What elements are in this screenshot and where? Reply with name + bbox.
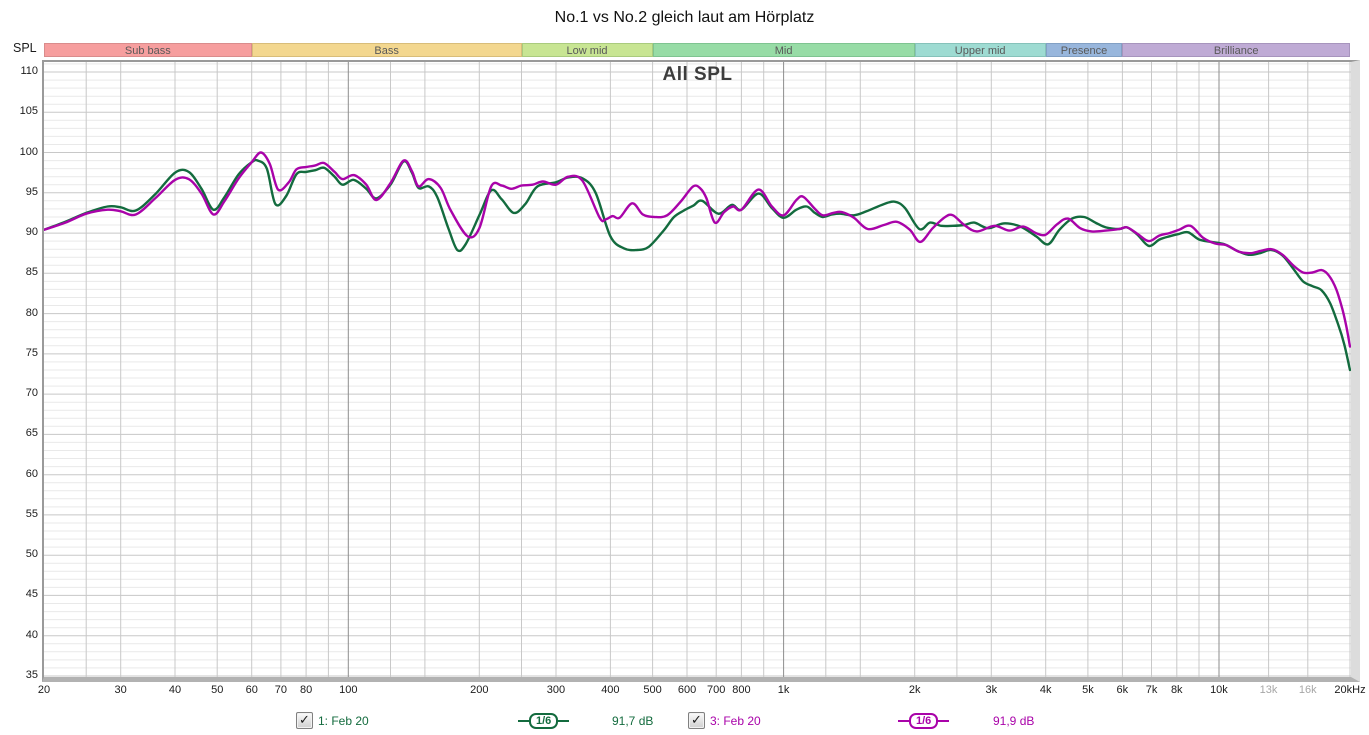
plot-area[interactable] xyxy=(42,62,1352,677)
legend-checkbox-2[interactable]: ✓ xyxy=(688,712,705,729)
x-axis-tick-label: 600 xyxy=(677,684,697,696)
legend-value-1: 91,7 dB xyxy=(612,714,654,728)
grid-major-horizontal xyxy=(44,71,1351,677)
y-axis-tick-label: 65 xyxy=(25,427,38,440)
band-segment-presence: Presence xyxy=(1045,43,1123,57)
x-axis-tick-label: 60 xyxy=(245,684,258,696)
x-axis-tick-label: 500 xyxy=(643,684,662,696)
y-axis-tick-label: 90 xyxy=(25,226,38,239)
x-axis-tick-label: 16k xyxy=(1298,684,1317,696)
x-axis-tick-label: 30 xyxy=(114,684,127,696)
x-axis-tick-label: 400 xyxy=(601,684,620,696)
x-axis-tick-label: 20 xyxy=(37,684,51,696)
x-axis-tick-label: 80 xyxy=(299,684,313,696)
chart-title: No.1 vs No.2 gleich laut am Hörplatz xyxy=(554,9,815,26)
y-axis-tick-label: 50 xyxy=(25,548,38,561)
x-axis-tick-label: 200 xyxy=(470,684,489,696)
x-axis-tick-label: 8k xyxy=(1170,684,1183,696)
x-axis-tick-label: 70 xyxy=(274,684,287,696)
x-axis-tick-label: 800 xyxy=(732,684,751,696)
y-axis-tick-label: 85 xyxy=(25,266,38,279)
legend-checkbox-1[interactable]: ✓ xyxy=(296,712,313,729)
y-axis-tick-label: 100 xyxy=(19,145,38,158)
x-axis-tick-label: 3k xyxy=(985,684,998,696)
y-axis-tick-label: 80 xyxy=(25,306,38,319)
band-segment-bass: Bass xyxy=(251,43,522,57)
badge-line xyxy=(938,720,950,722)
y-axis-tick-label: 60 xyxy=(25,467,38,480)
pane-title: All SPL xyxy=(662,64,733,85)
smoothing-badge-1[interactable]: 1/6 xyxy=(518,713,570,729)
x-axis-tick-label: 50 xyxy=(211,684,224,696)
x-axis-tick-label: 5k xyxy=(1082,684,1094,696)
y-axis-tick-label: 45 xyxy=(25,588,38,601)
x-axis-tick-label: 2k xyxy=(908,684,921,696)
legend-label-2: 3: Feb 20 xyxy=(710,714,761,728)
checkmark-icon: ✓ xyxy=(299,712,310,727)
x-axis-tick-label: 10k xyxy=(1210,684,1228,696)
grid-vertical xyxy=(85,62,1351,677)
y-axis-tick-label: 75 xyxy=(25,346,38,359)
smoothing-value: 1/6 xyxy=(909,713,939,729)
x-axis-tick-label: 100 xyxy=(339,684,358,696)
band-segment-brilliance: Brilliance xyxy=(1122,43,1350,57)
x-axis-tick-label: 1k xyxy=(777,684,790,696)
y-axis-tick-label: 35 xyxy=(25,668,38,681)
y-axis-tick-label: 110 xyxy=(20,65,38,77)
spl-axis-label: SPL xyxy=(13,41,37,55)
legend-row: ✓ 1: Feb 20 1/6 91,7 dB ✓ 3: Feb 20 1/6 91,9 dB xyxy=(0,706,1369,732)
x-axis-tick-label: 6k xyxy=(1116,684,1129,696)
y-axis-tick-label: 105 xyxy=(19,105,38,118)
x-axis-tick-label: 13k xyxy=(1259,684,1278,696)
grid-vertical-decade xyxy=(347,62,1220,677)
band-segment-sub-bass: Sub bass xyxy=(44,43,252,57)
x-axis-tick-label: 20kHz xyxy=(1334,684,1366,696)
x-axis-tick-label: 700 xyxy=(706,684,726,696)
grid-minor-horizontal xyxy=(44,63,1351,669)
y-axis-tick-label: 40 xyxy=(25,628,38,641)
legend-value-2: 91,9 dB xyxy=(993,714,1035,728)
trace-3-feb-20 xyxy=(42,151,1352,348)
plot-frame: All SPL xyxy=(42,60,1360,682)
band-segment-upper-mid: Upper mid xyxy=(914,43,1046,57)
checkmark-icon: ✓ xyxy=(691,712,702,727)
smoothing-badge-2[interactable]: 1/6 xyxy=(898,713,950,729)
y-axis-tick-label: 70 xyxy=(25,387,38,400)
badge-line xyxy=(558,720,570,722)
band-segment-mid: Mid xyxy=(652,43,915,57)
legend-label-1: 1: Feb 20 xyxy=(318,714,369,728)
smoothing-value: 1/6 xyxy=(529,713,559,729)
x-axis-tick-label: 7k xyxy=(1145,684,1158,696)
y-axis-tick-label: 55 xyxy=(25,507,38,520)
badge-line xyxy=(898,720,909,722)
x-axis-tick-label: 4k xyxy=(1039,684,1052,696)
x-axis-tick-label: 40 xyxy=(168,684,182,696)
band-segment-low-mid: Low mid xyxy=(521,43,653,57)
y-axis-tick-label: 95 xyxy=(25,185,38,198)
x-axis-tick-label: 300 xyxy=(546,684,566,696)
badge-line xyxy=(518,720,529,722)
